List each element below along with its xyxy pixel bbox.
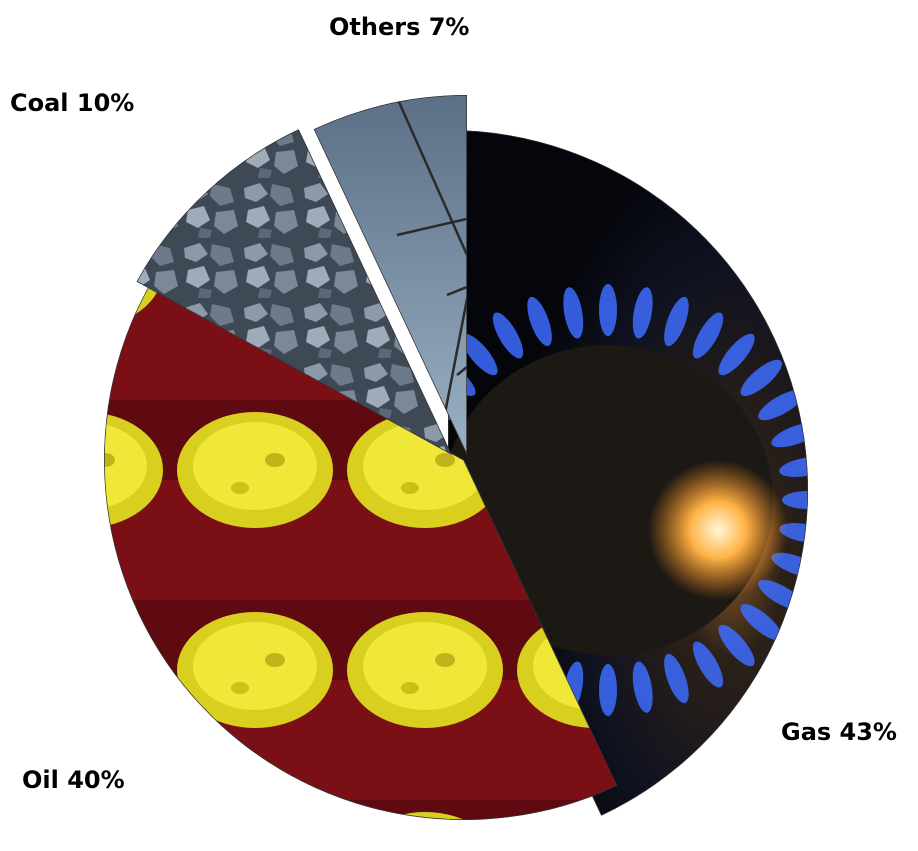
slice-coal: [136, 129, 452, 455]
slice-oil: [104, 286, 618, 820]
flame-mark: [779, 457, 809, 477]
flame-mark: [718, 333, 755, 376]
slice-label-coal: Coal 10%: [10, 89, 134, 117]
flame-mark: [599, 664, 617, 716]
flame-mark: [692, 641, 724, 688]
flame-mark: [692, 312, 724, 359]
slice-label-others: Others 7%: [329, 13, 469, 41]
flame-mark: [492, 312, 524, 359]
flame-mark: [664, 296, 689, 347]
flame-mark: [758, 389, 805, 421]
flame-mark: [771, 552, 809, 578]
flame-mark: [771, 422, 809, 448]
flame-mark: [527, 296, 552, 347]
match-flame: [648, 460, 788, 600]
slice-others: [313, 95, 467, 455]
flame-mark: [782, 491, 809, 509]
flame-mark: [599, 284, 617, 336]
flame-mark: [740, 359, 782, 396]
slice-label-gas: Gas 43%: [781, 718, 897, 746]
slice-label-oil: Oil 40%: [22, 766, 125, 794]
flame-mark: [632, 287, 653, 339]
flame-mark: [461, 333, 498, 376]
flame-mark: [563, 287, 584, 339]
flame-mark: [664, 653, 689, 704]
pylon-lines: [385, 95, 467, 455]
flame-mark: [718, 624, 755, 667]
flame-mark: [632, 661, 653, 713]
flame-mark: [740, 604, 782, 641]
